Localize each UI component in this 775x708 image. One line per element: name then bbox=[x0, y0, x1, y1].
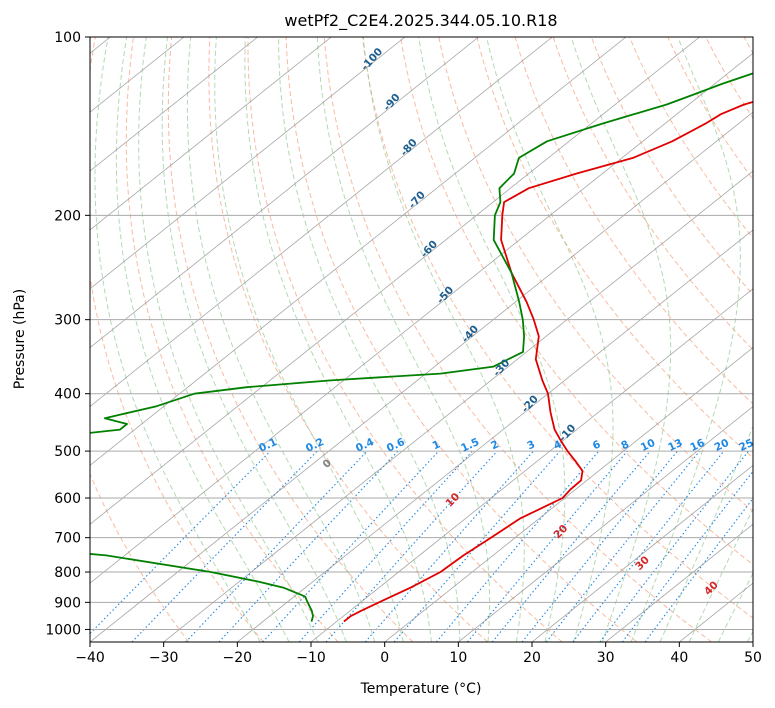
dry-adiabat bbox=[400, 37, 753, 566]
y-tick-label: 600 bbox=[54, 491, 81, 507]
mixing-ratio-line bbox=[521, 450, 678, 642]
moist-adiabat bbox=[115, 37, 290, 642]
isotherm bbox=[531, 464, 753, 642]
mixing-ratio-line bbox=[325, 450, 498, 642]
dry-adiabat bbox=[90, 37, 264, 642]
mixing-ratio-line bbox=[218, 450, 399, 642]
mixing-ratio-label: 8 bbox=[619, 438, 631, 452]
x-tick-label: 40 bbox=[670, 650, 688, 666]
x-tick-label: 30 bbox=[597, 650, 615, 666]
moist-adiabat bbox=[244, 37, 432, 642]
axes: −40 −30 −20 −10 0 10 20 30 40 50 100 200 300 400 500 60… bbox=[45, 30, 762, 666]
y-tick-label: 800 bbox=[54, 565, 81, 581]
dry-adiabat bbox=[125, 37, 339, 642]
isotherm bbox=[90, 37, 258, 172]
moist-adiabat bbox=[362, 37, 525, 642]
isotherm bbox=[237, 229, 753, 642]
isotherm bbox=[90, 37, 553, 408]
y-tick-label: 200 bbox=[54, 208, 81, 224]
isotherm bbox=[384, 347, 753, 642]
isotherm bbox=[458, 405, 753, 642]
x-tick-label: 10 bbox=[449, 650, 467, 666]
x-tick-label: 20 bbox=[523, 650, 541, 666]
dry-adiabat bbox=[208, 37, 488, 642]
isotherm bbox=[90, 111, 753, 642]
y-tick-label: 700 bbox=[54, 531, 81, 547]
moist-adiabat bbox=[630, 37, 741, 642]
x-tick-label: −40 bbox=[75, 650, 105, 666]
temperature-profile-line bbox=[343, 100, 753, 623]
mixing-ratio-line bbox=[621, 470, 753, 642]
mixing-ratio-label: 6 bbox=[591, 438, 603, 452]
moist-adiabat bbox=[418, 37, 566, 642]
y-tick-label: 900 bbox=[54, 595, 81, 611]
isotherm bbox=[163, 170, 753, 642]
mixing-ratio-label: 10 bbox=[639, 437, 657, 454]
profile-series bbox=[90, 72, 753, 623]
x-tick-label: −20 bbox=[223, 650, 253, 666]
dry-adiabat bbox=[667, 37, 753, 181]
y-tick-label: 400 bbox=[54, 387, 81, 403]
y-axis-label: Pressure (hPa) bbox=[12, 289, 28, 389]
dry-adiabat bbox=[323, 37, 712, 642]
mixing-ratio-label: 25 bbox=[737, 437, 755, 454]
dry-adiabat bbox=[285, 37, 638, 642]
mixing-ratio-label: 2 bbox=[489, 438, 501, 452]
y-tick-label: 300 bbox=[54, 313, 81, 329]
y-tick-label: 1000 bbox=[45, 622, 81, 638]
plot-background bbox=[90, 37, 753, 642]
mixing-ratio-line bbox=[185, 450, 368, 642]
dry-adiabat bbox=[247, 37, 563, 642]
moist-adiabat bbox=[316, 37, 491, 642]
mixing-ratio-line bbox=[90, 450, 271, 635]
dry-adiabat bbox=[438, 37, 753, 512]
mixing-ratio-label: 20 bbox=[713, 437, 731, 454]
mixing-ratio-label: 3 bbox=[525, 438, 537, 452]
isotherm bbox=[90, 52, 753, 584]
x-tick-label: 50 bbox=[744, 650, 762, 666]
moist-adiabat bbox=[659, 424, 753, 642]
isotherm bbox=[90, 37, 700, 525]
chart-title: wetPf2_C2E4.2025.344.05.10.R18 bbox=[284, 11, 557, 31]
plot-frame bbox=[89, 36, 754, 643]
dry-adiabat bbox=[362, 37, 753, 619]
mixing-ratio-line bbox=[435, 450, 600, 642]
mixing-ratio-line bbox=[545, 450, 701, 642]
dry-adiabat bbox=[90, 472, 190, 642]
isotherm bbox=[90, 37, 627, 466]
x-tick-label: 0 bbox=[380, 650, 389, 666]
x-axis-label: Temperature (°C) bbox=[360, 681, 482, 697]
isotherm bbox=[90, 37, 479, 349]
isotherm bbox=[90, 37, 332, 231]
x-tick-label: −30 bbox=[149, 650, 179, 666]
x-tick-label: −10 bbox=[296, 650, 326, 666]
mixing-ratio-label: 13 bbox=[666, 437, 684, 454]
dewpoint-profile-line bbox=[90, 72, 753, 622]
moist-adiabat bbox=[214, 37, 404, 642]
mixing-ratio-label: 1 bbox=[431, 438, 443, 452]
mixing-ratio-line bbox=[364, 450, 534, 642]
moist-adiabat bbox=[486, 37, 614, 642]
moist-adiabat bbox=[186, 37, 376, 642]
background-lines bbox=[90, 37, 753, 642]
isotherm bbox=[605, 523, 753, 642]
dry-adiabat bbox=[476, 37, 753, 459]
y-tick-label: 100 bbox=[54, 30, 81, 46]
moist-adiabat bbox=[138, 37, 319, 642]
mixing-ratio-label: 4 bbox=[552, 438, 564, 452]
isotherm bbox=[752, 641, 753, 642]
mixing-ratio-label: 16 bbox=[688, 437, 706, 454]
mixing-ratio-line bbox=[262, 450, 440, 642]
mixing-ratio-line bbox=[298, 450, 473, 642]
isotherm bbox=[310, 288, 753, 642]
y-tick-label: 500 bbox=[54, 444, 81, 460]
moist-adiabat bbox=[94, 37, 261, 642]
moist-adiabat bbox=[278, 37, 461, 642]
moist-adiabat bbox=[570, 37, 672, 642]
mixing-ratio-line bbox=[467, 450, 628, 642]
isotherm bbox=[90, 37, 406, 290]
